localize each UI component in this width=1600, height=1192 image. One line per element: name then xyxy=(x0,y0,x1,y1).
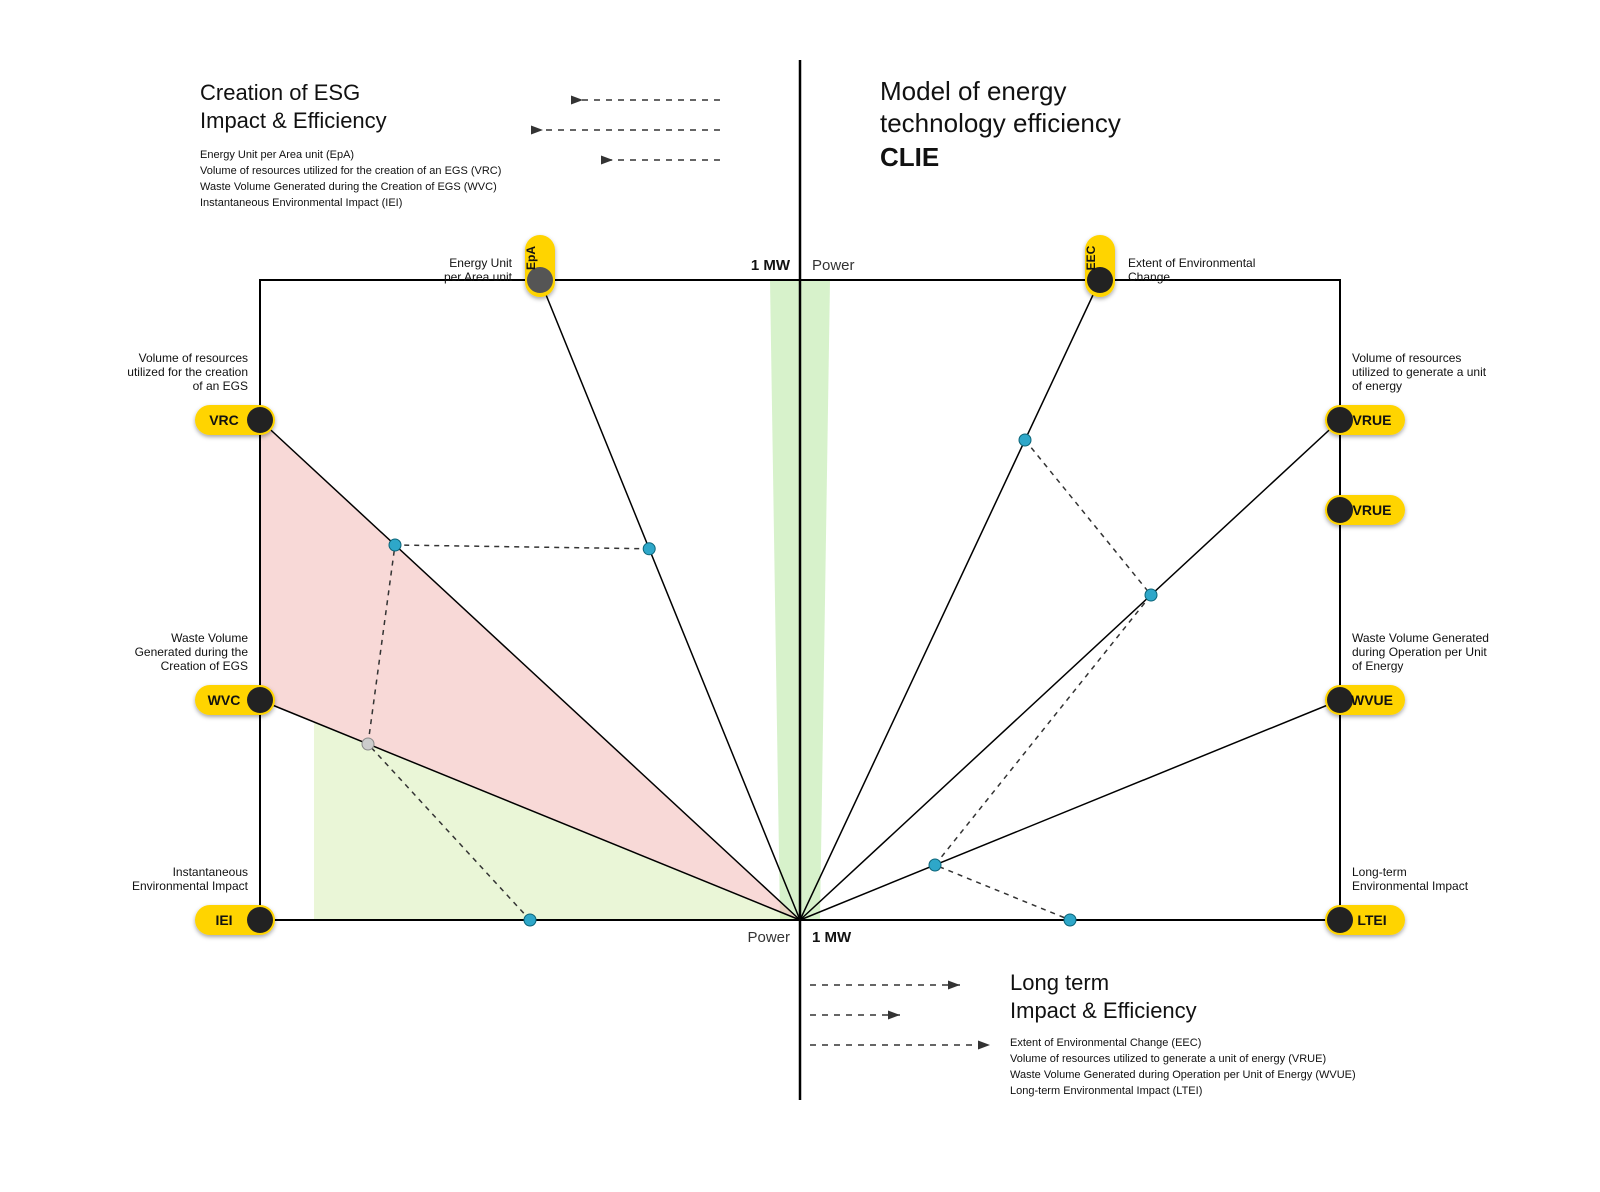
badge-ltei: LTEI Long-termEnvironmental Impact xyxy=(1325,865,1469,935)
svg-text:of an EGS: of an EGS xyxy=(193,379,248,393)
svg-text:Volume of resources utilized t: Volume of resources utilized to generate… xyxy=(1010,1053,1326,1065)
svg-text:Long-term: Long-term xyxy=(1352,865,1407,879)
svg-text:Generated during the: Generated during the xyxy=(135,645,249,659)
svg-text:Instantaneous: Instantaneous xyxy=(173,865,248,879)
badge-wvc: WVC Waste VolumeGenerated during theCreat… xyxy=(135,631,275,715)
svg-text:technology efficiency: technology efficiency xyxy=(880,108,1121,138)
svg-text:Impact & Efficiency: Impact & Efficiency xyxy=(1010,998,1197,1023)
bottom-title-block: Long term Impact & Efficiency Extent of En… xyxy=(1010,970,1356,1097)
svg-text:Waste Volume: Waste Volume xyxy=(171,631,248,645)
badge-iei: IEI InstantaneousEnvironmental Impact xyxy=(132,865,275,935)
svg-text:EpA: EpA xyxy=(524,246,538,270)
wedge-layer xyxy=(260,280,830,920)
left-title-block: Creation of ESG Impact & Efficiency Energy… xyxy=(200,80,501,209)
badge-vrue: VRUE xyxy=(1325,495,1405,525)
right-title-block: Model of energytechnology efficiency CLIE xyxy=(880,76,1121,172)
svg-text:1 MW: 1 MW xyxy=(751,257,791,274)
svg-text:Extent of Environmental Change: Extent of Environmental Change (EEC) xyxy=(1010,1037,1201,1049)
svg-text:Energy Unit: Energy Unit xyxy=(449,256,512,270)
svg-text:Power: Power xyxy=(812,257,855,274)
svg-text:Environmental Impact: Environmental Impact xyxy=(132,879,249,893)
svg-text:WVUE: WVUE xyxy=(1351,692,1393,708)
svg-text:EEC: EEC xyxy=(1084,245,1098,270)
badge-epa: EpA Energy Unitper Area unit xyxy=(444,235,555,297)
badge-wvue: WVUE Waste Volume Generatedduring Operati… xyxy=(1325,631,1489,715)
svg-text:Waste Volume Generated during: Waste Volume Generated during Operation … xyxy=(1010,1069,1356,1081)
svg-text:VRUE: VRUE xyxy=(1353,412,1392,428)
svg-text:Extent of Environmental: Extent of Environmental xyxy=(1128,256,1255,270)
right-polygon xyxy=(929,434,1157,926)
badge-eec: EEC Extent of EnvironmentalChange xyxy=(1084,235,1255,297)
svg-text:Volume of resources utilized f: Volume of resources utilized for the cre… xyxy=(200,165,501,177)
svg-text:CLIE: CLIE xyxy=(880,142,939,172)
svg-text:Creation of EGS: Creation of EGS xyxy=(161,659,248,673)
svg-text:VRUE: VRUE xyxy=(1353,502,1392,518)
svg-text:Volume of resources: Volume of resources xyxy=(1352,351,1461,365)
svg-text:per Area unit: per Area unit xyxy=(444,270,513,284)
svg-text:1 MW: 1 MW xyxy=(812,929,852,946)
svg-text:utilized to generate a unit: utilized to generate a unit xyxy=(1352,365,1487,379)
svg-text:Model of energy: Model of energy xyxy=(880,76,1066,106)
svg-text:WVC: WVC xyxy=(208,692,241,708)
svg-text:during Operation per Unit: during Operation per Unit xyxy=(1352,645,1487,659)
badge-vrue: VRUE Volume of resourcesutilized to gener… xyxy=(1325,351,1487,435)
svg-text:Energy Unit per Area unit (EpA: Energy Unit per Area unit (EpA) xyxy=(200,149,354,161)
svg-text:LTEI: LTEI xyxy=(1357,912,1386,928)
svg-text:Creation of ESG: Creation of ESG xyxy=(200,80,360,105)
svg-text:Environmental Impact: Environmental Impact xyxy=(1352,879,1469,893)
svg-text:Change: Change xyxy=(1128,270,1170,284)
svg-text:Long term: Long term xyxy=(1010,970,1109,995)
svg-text:IEI: IEI xyxy=(215,912,232,928)
svg-text:Power: Power xyxy=(747,929,790,946)
clie-diagram: 1 MW Power Power 1 MW EpA Energy Unitper Area… xyxy=(0,0,1600,1192)
svg-text:of energy: of energy xyxy=(1352,379,1402,393)
svg-text:Long-term Environmental Impact: Long-term Environmental Impact (LTEI) xyxy=(1010,1085,1202,1097)
svg-text:Waste Volume Generated: Waste Volume Generated xyxy=(1352,631,1489,645)
svg-text:of Energy: of Energy xyxy=(1352,659,1403,673)
svg-text:VRC: VRC xyxy=(209,412,239,428)
badge-vrc: VRC Volume of resourcesutilized for the c… xyxy=(127,351,275,435)
svg-text:Volume of resources: Volume of resources xyxy=(139,351,248,365)
svg-text:utilized for the creation: utilized for the creation xyxy=(127,365,248,379)
svg-text:Waste Volume Generated during: Waste Volume Generated during the Creati… xyxy=(200,181,497,193)
svg-text:Impact & Efficiency: Impact & Efficiency xyxy=(200,108,387,133)
svg-text:Instantaneous Environmental Im: Instantaneous Environmental Impact (IEI) xyxy=(200,197,402,209)
